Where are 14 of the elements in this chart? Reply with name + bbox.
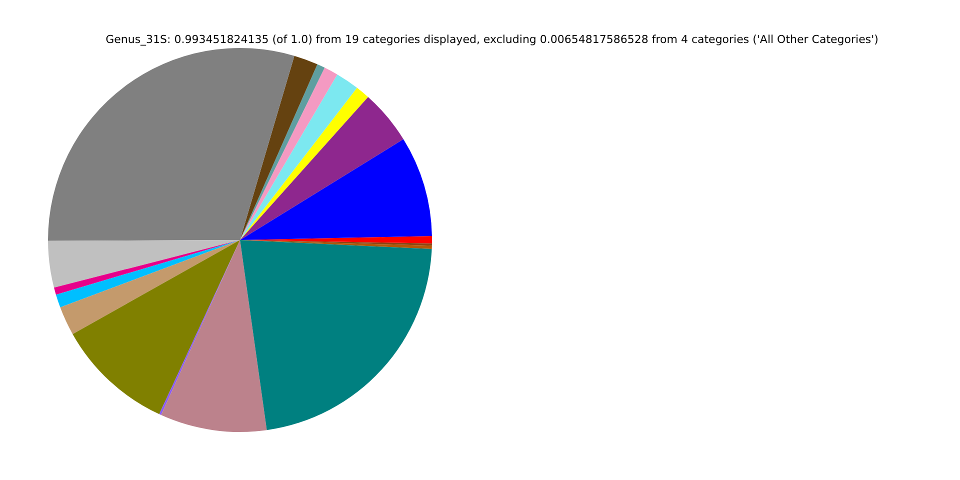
- pie-slice: [60, 240, 240, 334]
- pie-slice: [48, 240, 240, 288]
- pie-slice: [240, 74, 358, 240]
- pie-slice: [72, 240, 240, 414]
- pie-slice: [240, 96, 404, 240]
- pie-slice: [240, 88, 368, 240]
- pie-slice: [159, 240, 240, 416]
- text: Genus_31S: 0.993451824135 (of 1.0) from 19 categories displayed, excluding 0.00654817586528 from 4 categories ('All Other Categories'): [106, 33, 878, 46]
- pie-slice: [48, 48, 294, 241]
- pie-slice: [161, 240, 267, 432]
- pie-slice: [54, 240, 240, 295]
- pie-slice: [56, 240, 240, 308]
- pie-slice: [240, 139, 432, 240]
- pie-slice: [240, 240, 432, 430]
